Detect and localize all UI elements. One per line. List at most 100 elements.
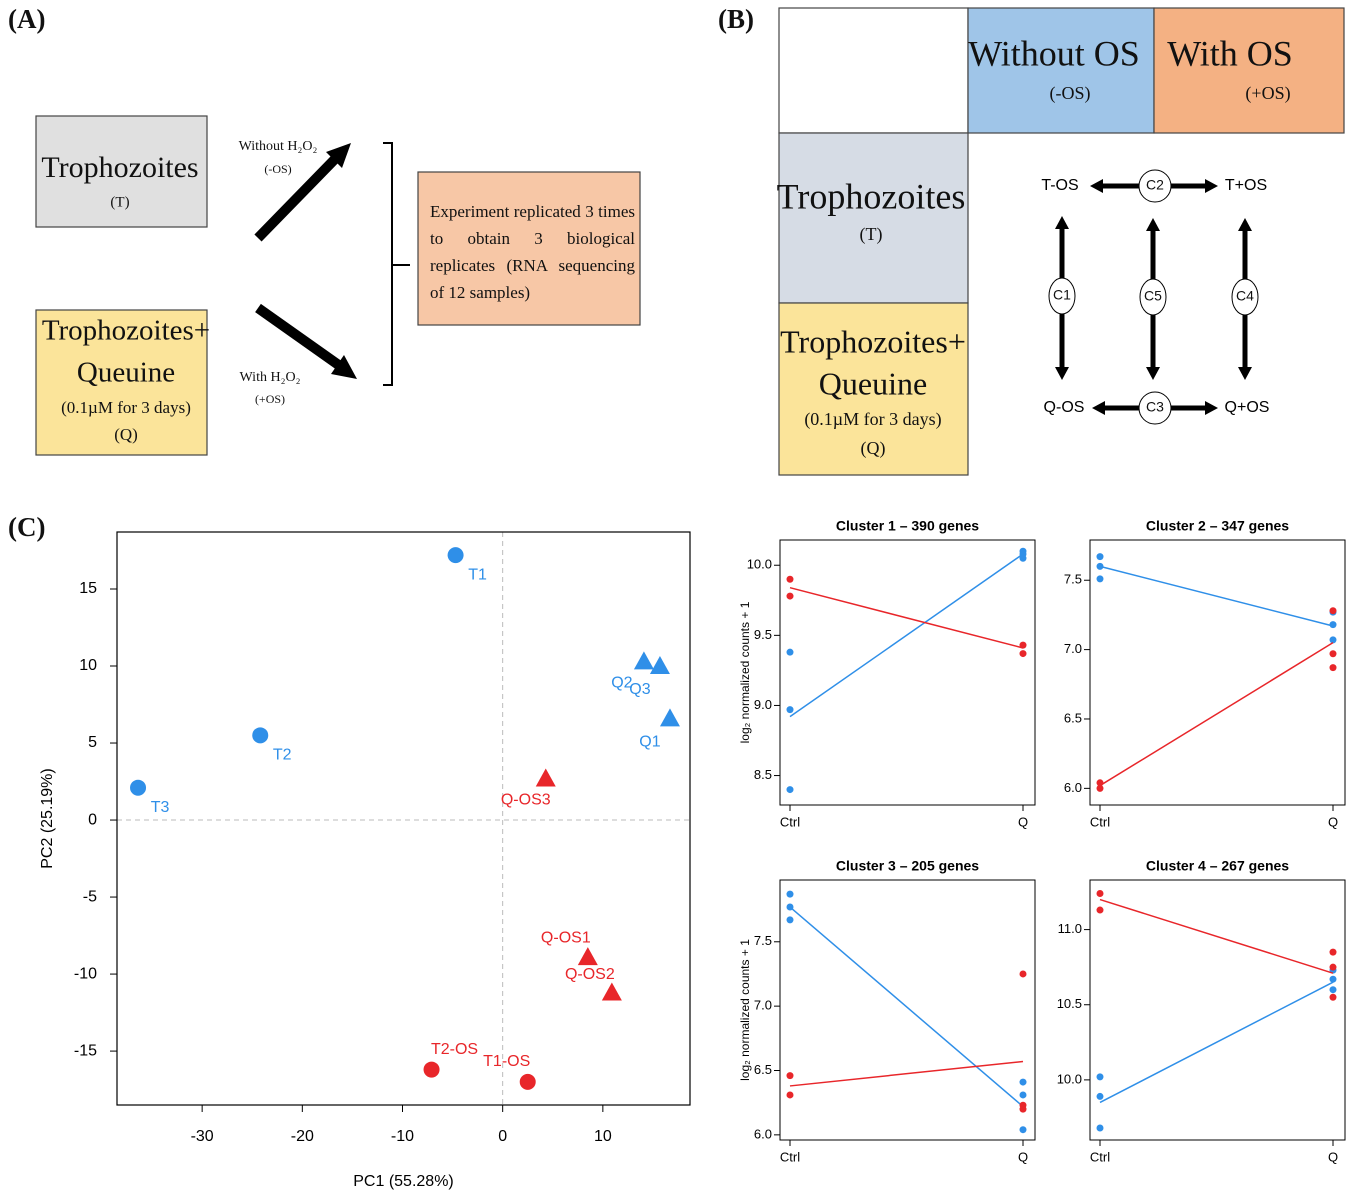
box-code: (T) bbox=[110, 194, 129, 210]
point bbox=[1096, 1124, 1104, 1132]
point bbox=[786, 575, 794, 583]
y-tick-label: -15 bbox=[74, 1042, 97, 1059]
arrow bbox=[255, 303, 343, 371]
row-title: Trophozoites+ bbox=[780, 323, 966, 359]
point-label: Q-OS3 bbox=[501, 792, 551, 809]
x-tick-label: -20 bbox=[291, 1128, 314, 1145]
point bbox=[1019, 970, 1027, 978]
point bbox=[1096, 784, 1104, 792]
x-tick-label: Q bbox=[1018, 1149, 1028, 1164]
arrow-label: Without H₂O₂ bbox=[239, 139, 318, 154]
point bbox=[1019, 554, 1027, 562]
point-label: T1-OS bbox=[483, 1053, 530, 1070]
point bbox=[1329, 664, 1337, 672]
point bbox=[1096, 779, 1104, 787]
row-detail: (0.1µM for 3 days) bbox=[804, 409, 941, 430]
point bbox=[1096, 906, 1104, 914]
arrow-head bbox=[331, 355, 357, 379]
y-tick-label: 7.0 bbox=[754, 998, 772, 1013]
node: Q+OS bbox=[1225, 399, 1270, 416]
point bbox=[786, 903, 794, 911]
point bbox=[1019, 1091, 1027, 1099]
x-tick-label: Ctrl bbox=[780, 1149, 800, 1164]
x-axis-label: PC1 (55.28%) bbox=[353, 1173, 454, 1190]
point bbox=[786, 648, 794, 656]
arrow-head bbox=[1205, 179, 1218, 193]
panel-label: (A) bbox=[8, 4, 45, 34]
point bbox=[786, 1072, 794, 1080]
arrow-head bbox=[1092, 401, 1105, 415]
point bbox=[1096, 553, 1104, 561]
result-box bbox=[417, 171, 641, 326]
point bbox=[1329, 986, 1337, 994]
x-tick-label: Ctrl bbox=[1090, 1149, 1110, 1164]
y-tick-label: -10 bbox=[74, 965, 97, 982]
point-label: Q3 bbox=[629, 681, 650, 698]
y-tick-label: 8.5 bbox=[754, 767, 772, 782]
point bbox=[1329, 607, 1337, 615]
x-tick-label: Q bbox=[1328, 814, 1338, 829]
chart-title: Cluster 1 – 390 genes bbox=[836, 518, 979, 534]
point bbox=[130, 779, 147, 796]
y-tick-label: 7.0 bbox=[1064, 641, 1082, 656]
comparison-label: C5 bbox=[1144, 288, 1162, 304]
point bbox=[659, 708, 680, 727]
chart-title: Cluster 2 – 347 genes bbox=[1146, 518, 1289, 534]
fit-line bbox=[1099, 565, 1334, 627]
fit-line bbox=[789, 906, 1024, 1108]
y-tick-label: 11.0 bbox=[1058, 921, 1082, 936]
row-title: Queuine bbox=[819, 365, 927, 401]
row-code: (T) bbox=[860, 224, 883, 245]
point bbox=[786, 786, 794, 794]
point bbox=[1096, 890, 1104, 898]
box-trophozoites bbox=[35, 115, 208, 228]
cell-with-os bbox=[1153, 7, 1345, 134]
box-title: Trophozoites+ bbox=[42, 315, 210, 347]
comparison-node bbox=[1139, 278, 1167, 316]
comparison-label: C4 bbox=[1236, 288, 1254, 304]
point bbox=[1096, 575, 1104, 583]
chart-title: Cluster 4 – 267 genes bbox=[1146, 858, 1289, 874]
box-title: Queuine bbox=[77, 357, 175, 389]
plot-frame bbox=[116, 531, 691, 1106]
x-tick-label: 0 bbox=[498, 1128, 507, 1145]
chart-title: Cluster 3 – 205 genes bbox=[836, 858, 979, 874]
point bbox=[1096, 1073, 1104, 1081]
row-title: Trophozoites bbox=[777, 176, 966, 216]
comparison-node bbox=[1048, 277, 1076, 315]
node: T+OS bbox=[1225, 177, 1267, 194]
y-axis-label: PC2 (25.19%) bbox=[39, 768, 56, 869]
point bbox=[649, 656, 670, 675]
arrow-head bbox=[1055, 367, 1069, 380]
arrow-head bbox=[1055, 216, 1069, 229]
y-tick-label: 10 bbox=[79, 657, 97, 674]
x-tick-label: -30 bbox=[191, 1128, 214, 1145]
arrow-head bbox=[1146, 367, 1160, 380]
y-tick-label: 10.5 bbox=[1057, 996, 1082, 1011]
fit-line bbox=[789, 553, 1024, 718]
panel-label: (B) bbox=[718, 4, 754, 34]
x-tick-label: Ctrl bbox=[1090, 814, 1110, 829]
y-axis-label: log₂ normalized counts + 1 bbox=[738, 601, 752, 743]
box-code: (Q) bbox=[114, 425, 138, 444]
column-code: (-OS) bbox=[1050, 83, 1091, 104]
y-tick-label: 6.0 bbox=[754, 1126, 772, 1141]
point-label: T1 bbox=[468, 566, 487, 583]
arrow-head bbox=[1090, 179, 1103, 193]
y-tick-label: 5 bbox=[88, 734, 97, 751]
point bbox=[1329, 650, 1337, 658]
panel-label: (C) bbox=[8, 512, 45, 542]
cell-trophozoites bbox=[778, 132, 969, 304]
point bbox=[786, 1091, 794, 1099]
point-label: Q-OS1 bbox=[541, 929, 591, 946]
point-label: Q2 bbox=[611, 675, 632, 692]
point-label: T2 bbox=[273, 747, 292, 764]
arrow-code: (+OS) bbox=[255, 392, 285, 406]
point-label: T2-OS bbox=[431, 1041, 478, 1058]
point bbox=[1019, 1078, 1027, 1086]
y-tick-label: 9.5 bbox=[754, 627, 772, 642]
cell-without-os bbox=[967, 7, 1155, 134]
point bbox=[1019, 650, 1027, 658]
node: T-OS bbox=[1041, 177, 1078, 194]
